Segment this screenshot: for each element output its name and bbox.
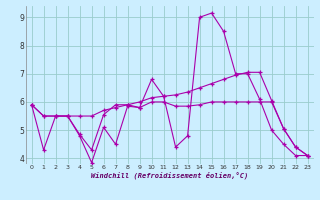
X-axis label: Windchill (Refroidissement éolien,°C): Windchill (Refroidissement éolien,°C) <box>91 172 248 179</box>
